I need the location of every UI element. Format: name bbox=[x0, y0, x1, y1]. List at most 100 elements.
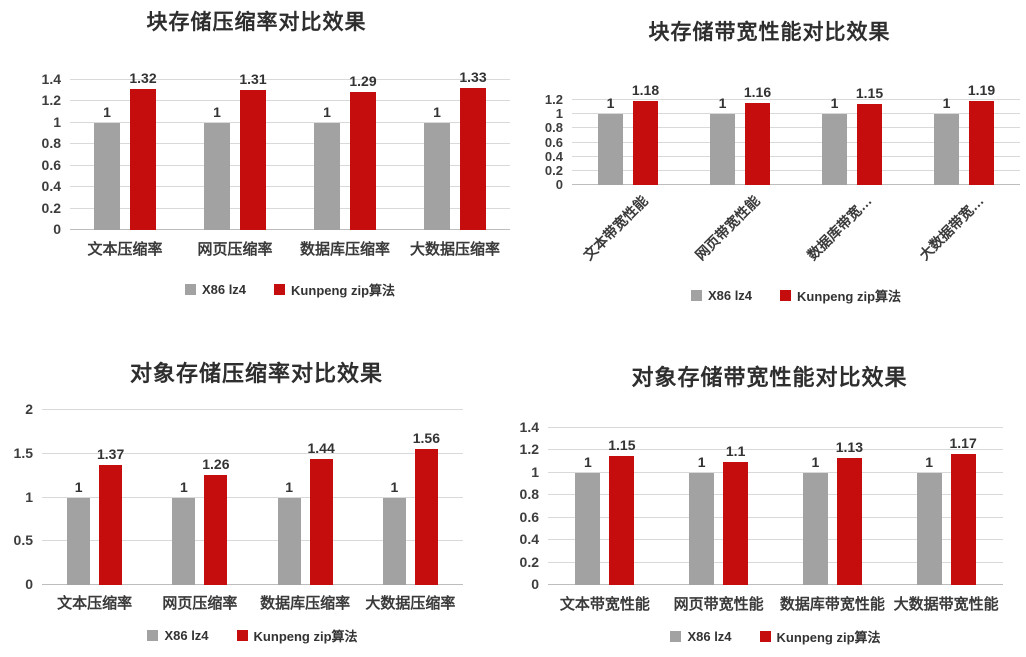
y-tick-label: 1 bbox=[555, 106, 563, 122]
bar-group: 1 1.19 bbox=[934, 82, 995, 185]
gridline bbox=[572, 141, 1020, 143]
gridline bbox=[70, 143, 510, 145]
y-tick-label: 0.6 bbox=[544, 134, 563, 150]
legend-item-kunpeng-zip: Kunpeng zip算法 bbox=[236, 626, 358, 645]
bar-value-label: 1 bbox=[285, 478, 294, 495]
y-tick-label: 0.8 bbox=[544, 120, 563, 136]
bar-value-label: 1 bbox=[179, 478, 188, 495]
bar-x86-lz4: 1 bbox=[916, 454, 942, 585]
y-tick-label: 0 bbox=[555, 177, 563, 192]
bar-group: 1 1.15 bbox=[575, 437, 636, 585]
legend: X86 lz4 Kunpeng zip算法 bbox=[70, 280, 510, 299]
chart-title: 块存储带宽性能对比效果 bbox=[648, 21, 891, 44]
legend-swatch-x86-lz4 bbox=[670, 631, 682, 642]
bar-value-label: 1.37 bbox=[97, 446, 125, 463]
legend-swatch-kunpeng-zip bbox=[274, 284, 286, 295]
gridline bbox=[572, 127, 1020, 129]
gridline bbox=[572, 99, 1020, 100]
y-tick-label: 0.5 bbox=[13, 532, 33, 549]
legend-item-kunpeng-zip: Kunpeng zip算法 bbox=[780, 286, 901, 305]
legend-item-kunpeng-zip: Kunpeng zip算法 bbox=[274, 280, 395, 299]
legend-swatch-kunpeng-zip bbox=[780, 290, 792, 301]
plot-area: 0 0.2 0.4 0.6 0.8 1 1.2 1.4 1 1.15 1 1.1 1 1.13 1 1.17 bbox=[520, 420, 1003, 592]
bar-value-label: 1 bbox=[606, 95, 615, 112]
x-category-label: 大数据压缩率 bbox=[409, 241, 500, 258]
bar-value-label: 1 bbox=[213, 103, 221, 120]
y-tick-label: 0.8 bbox=[41, 135, 61, 152]
bar-group: 1 1.44 bbox=[277, 440, 335, 585]
y-tick-label: 1.4 bbox=[519, 419, 539, 435]
bar-kunpeng-zip: 1.1 bbox=[723, 443, 749, 585]
chart-block-storage-compression: 块存储压缩率对比效果 0 0.2 0.4 0.6 0.8 1 1.2 1.4 1 1.32 1 1.3… bbox=[0, 0, 513, 328]
y-tick-label: 1 bbox=[25, 488, 33, 505]
bar-value-label: 1 bbox=[74, 478, 83, 495]
gridline bbox=[42, 496, 463, 498]
bar-value-label: 1.31 bbox=[239, 70, 267, 87]
gridline bbox=[548, 561, 1003, 563]
y-tick-label: 1 bbox=[53, 113, 61, 130]
legend-swatch-kunpeng-zip bbox=[236, 630, 248, 641]
bar-x86-lz4: 1 bbox=[314, 104, 340, 230]
x-category-label: 大数据带宽性能 bbox=[893, 596, 999, 613]
gridline bbox=[70, 164, 510, 166]
legend-item-kunpeng-zip: Kunpeng zip算法 bbox=[759, 627, 881, 646]
bar-kunpeng-zip: 1.44 bbox=[308, 440, 335, 585]
bar-group: 1 1.37 bbox=[67, 446, 124, 585]
gridline bbox=[42, 409, 463, 410]
x-category-label: 文本压缩率 bbox=[87, 241, 163, 258]
gridline bbox=[70, 79, 510, 80]
x-category-label: 网页带宽性能 bbox=[692, 192, 763, 264]
legend-item-x86-lz4: X86 lz4 bbox=[670, 629, 732, 644]
legend-label-kunpeng-zip: Kunpeng zip算法 bbox=[253, 629, 358, 644]
gridline bbox=[548, 539, 1003, 541]
gridline bbox=[548, 471, 1003, 473]
bar-value-label: 1 bbox=[390, 478, 399, 495]
bar-kunpeng-zip: 1.17 bbox=[950, 435, 977, 585]
chart-block-storage-bandwidth: 块存储带宽性能对比效果 0 0.2 0.4 0.6 0.8 1 1.2 1 1.18 1 1.16 1… bbox=[513, 0, 1026, 328]
bar-value-label: 1.29 bbox=[349, 72, 377, 89]
bar-group: 1 1.16 bbox=[710, 84, 771, 185]
legend-label-kunpeng-zip: Kunpeng zip算法 bbox=[776, 630, 881, 645]
bar-kunpeng-zip: 1.56 bbox=[413, 430, 440, 585]
y-tick-label: 0.4 bbox=[41, 178, 61, 195]
legend-item-x86-lz4: X86 lz4 bbox=[147, 628, 209, 643]
x-category-label: 大数据带宽… bbox=[916, 192, 987, 264]
bar-value-label: 1.15 bbox=[855, 84, 884, 101]
gridline bbox=[572, 155, 1020, 157]
bar-x86-lz4: 1 bbox=[934, 95, 959, 185]
bar-group: 1 1.26 bbox=[172, 456, 230, 585]
legend-swatch-x86-lz4 bbox=[184, 284, 196, 295]
y-tick-label: 0 bbox=[53, 221, 61, 237]
bar-kunpeng-zip: 1.18 bbox=[632, 82, 659, 185]
x-category-label: 网页压缩率 bbox=[197, 241, 273, 258]
legend-label-x86-lz4: X86 lz4 bbox=[164, 628, 209, 643]
bar-x86-lz4: 1 bbox=[382, 479, 406, 585]
bar-value-label: 1 bbox=[583, 453, 592, 470]
y-tick-label: 1.4 bbox=[41, 71, 61, 87]
y-tick-label: 0.8 bbox=[519, 486, 539, 503]
bar-value-label: 1.56 bbox=[412, 429, 440, 446]
bar-value-label: 1 bbox=[103, 103, 111, 120]
bar-kunpeng-zip: 1.32 bbox=[129, 70, 157, 230]
y-tick-label: 0.6 bbox=[41, 156, 61, 173]
gridline bbox=[548, 427, 1003, 428]
bar-x86-lz4: 1 bbox=[822, 95, 847, 185]
bar-kunpeng-zip: 1.37 bbox=[97, 446, 124, 585]
bar-kunpeng-zip: 1.31 bbox=[239, 71, 267, 230]
gridline bbox=[548, 584, 1003, 585]
y-tick-label: 0.2 bbox=[41, 199, 61, 216]
plot-area: 0 0.5 1 1.5 2 1 1.37 1 1.26 1 1.44 1 1.56 bbox=[14, 402, 463, 592]
y-tick-label: 1.2 bbox=[41, 92, 61, 109]
legend-swatch-x86-lz4 bbox=[690, 290, 702, 301]
gridline bbox=[70, 100, 510, 102]
y-tick-label: 2 bbox=[25, 401, 33, 417]
gridline bbox=[572, 169, 1020, 171]
gridline bbox=[70, 207, 510, 209]
y-tick-label: 0 bbox=[531, 576, 539, 592]
bar-x86-lz4: 1 bbox=[172, 479, 196, 585]
bar-group: 1 1.33 bbox=[424, 69, 487, 230]
bar-x86-lz4: 1 bbox=[802, 454, 828, 585]
bar-x86-lz4: 1 bbox=[67, 479, 91, 585]
bar-kunpeng-zip: 1.15 bbox=[608, 437, 636, 585]
